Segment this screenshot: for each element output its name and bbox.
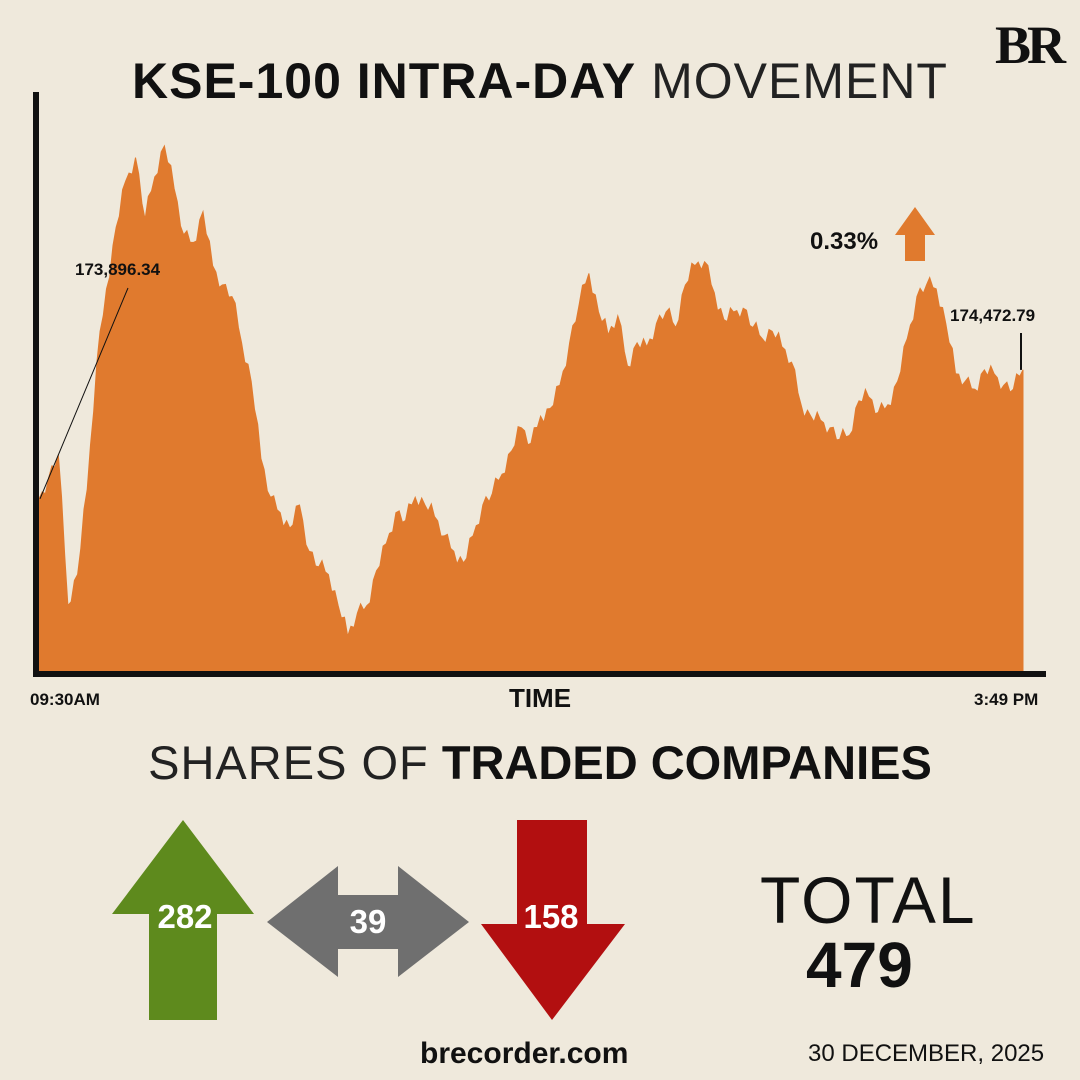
- open-leader-line: [39, 287, 129, 499]
- open-value-label: 173,896.34: [75, 260, 161, 279]
- total-value: 479: [806, 929, 913, 1001]
- title-bold: KSE-100 INTRA-DAY: [132, 53, 637, 109]
- x-tick-end: 3:49 PM: [974, 690, 1039, 709]
- brand-logo: BR: [994, 15, 1066, 75]
- decliners-down-arrow-icon: [481, 820, 625, 1020]
- decliners-count: 158: [523, 898, 579, 935]
- change-percent: 0.33%: [810, 228, 879, 255]
- title-thin: MOVEMENT: [651, 53, 948, 109]
- close-value-label: 174,472.79: [950, 306, 1036, 325]
- shares-heading-bold: TRADED COMPANIES: [441, 736, 932, 789]
- advancers-up-arrow-icon: [112, 820, 254, 1020]
- unchanged-double-arrow-icon: [267, 866, 469, 977]
- date: 30 DECEMBER, 2025: [808, 1040, 1045, 1067]
- shares-heading-thin: SHARES OF: [148, 736, 429, 789]
- unchanged-count: 39: [349, 903, 387, 940]
- total-label: TOTAL: [760, 863, 977, 937]
- shares-heading: SHARES OF TRADED COMPANIES: [0, 735, 1080, 790]
- chart-title: KSE-100 INTRA-DAY MOVEMENT: [0, 52, 1080, 110]
- x-tick-start: 09:30AM: [30, 690, 100, 709]
- change-up-arrow-icon: [895, 207, 935, 261]
- advancers-count: 282: [157, 898, 213, 935]
- index-area: [38, 144, 1024, 672]
- site-url: brecorder.com: [420, 1037, 629, 1070]
- x-axis-title: TIME: [508, 683, 572, 713]
